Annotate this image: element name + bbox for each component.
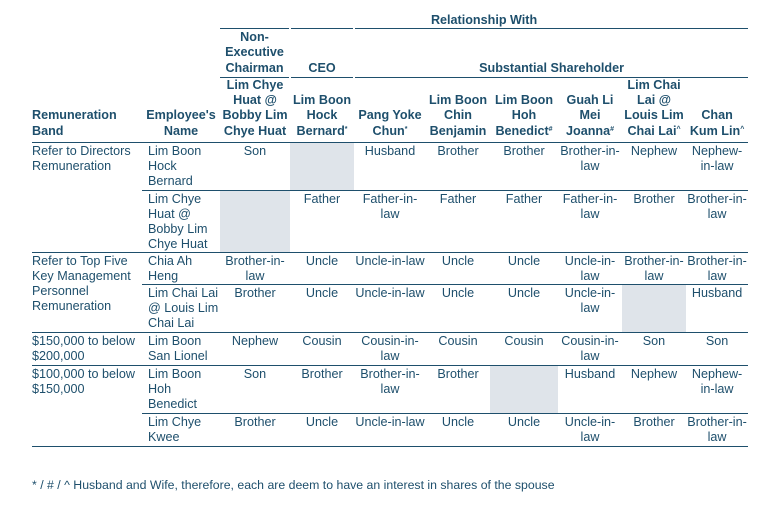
relation-cell: Uncle: [490, 252, 558, 285]
relation-cell: Cousin: [426, 332, 490, 366]
relation-cell: Uncle-in-law: [558, 413, 622, 447]
relation-cell: Brother: [220, 284, 290, 333]
employee-name: Chia Ah Heng: [142, 252, 220, 285]
relation-cell: Brother-in-law: [686, 252, 749, 285]
relation-cell: Nephew-in-law: [686, 365, 749, 414]
relation-cell: Brother-in-law: [686, 413, 749, 447]
group-chairman-heading: Non-Executive Chairman: [220, 28, 290, 78]
relation-cell: Father-in-law: [558, 190, 622, 253]
relation-cell: Brother: [290, 365, 354, 414]
relation-cell: Uncle: [490, 284, 558, 333]
relation-cell: Cousin: [490, 332, 558, 366]
relation-cell: [290, 142, 354, 191]
relationship-with-heading: Relationship With: [220, 8, 749, 29]
relation-cell: Son: [686, 332, 749, 366]
footnote-marker: #: [548, 125, 553, 133]
relation-cell: Uncle: [426, 284, 490, 333]
table-row: Refer to Directors Remuneration Lim Boon…: [32, 142, 749, 253]
relationship-table: Relationship With Non-Executive Chairman…: [32, 8, 749, 447]
band-column-header: Remuneration Band: [32, 77, 142, 143]
footnote-marker: *: [404, 125, 408, 133]
relation-cell: Father: [426, 190, 490, 253]
relation-cell: Son: [220, 142, 290, 191]
table-row: Refer to Top Five Key Management Personn…: [32, 252, 749, 333]
relation-cell: Husband: [354, 142, 426, 191]
band-label: Refer to Directors Remuneration: [32, 142, 142, 253]
column-header-row: Remuneration Band Employee's Name Lim Ch…: [32, 77, 749, 143]
relation-cell: Uncle: [290, 252, 354, 285]
footnote-marker: ^: [740, 125, 745, 133]
table-row: Lim Chai Lai @ Louis Lim Chai Lai Brothe…: [32, 284, 749, 333]
relation-cell: Uncle: [290, 413, 354, 447]
relation-cell: Nephew-in-law: [686, 142, 749, 191]
relative-header: Chan Kum Lin^: [686, 77, 749, 143]
relation-cell: Husband: [558, 365, 622, 414]
relative-header: Lim Chai Lai @ Louis Lim Chai Lai^: [622, 77, 686, 143]
relation-cell: Son: [220, 365, 290, 414]
employee-name: Lim Chye Huat @ Bobby Lim Chye Huat: [142, 190, 220, 253]
relation-cell: Father: [490, 190, 558, 253]
table-row: Lim Chye Kwee Brother Uncle Uncle-in-law…: [32, 413, 749, 447]
relation-cell: Brother-in-law: [686, 190, 749, 253]
employee-name: Lim Boon Hoh Benedict: [142, 365, 220, 414]
table-row: $150,000 to below $200,000 Lim Boon San …: [32, 332, 749, 366]
relation-cell: [622, 284, 686, 333]
relation-cell: Brother: [426, 365, 490, 414]
relation-cell: Uncle-in-law: [354, 284, 426, 333]
band-label: $150,000 to below $200,000: [32, 332, 142, 366]
footnote-marker: ^: [676, 125, 681, 133]
employee-name: Lim Chai Lai @ Louis Lim Chai Lai: [142, 284, 220, 333]
relation-cell: Uncle: [290, 284, 354, 333]
relative-header: Lim Chye Huat @ Bobby Lim Chye Huat: [220, 77, 290, 143]
relation-cell: Father: [290, 190, 354, 253]
relation-cell: Brother-in-law: [622, 252, 686, 285]
employee-name: Lim Chye Kwee: [142, 413, 220, 447]
footnote-marker: *: [344, 125, 348, 133]
relation-cell: Brother: [426, 142, 490, 191]
relation-cell: Brother: [490, 142, 558, 191]
employee-column-header: Employee's Name: [142, 77, 220, 143]
group-ceo-heading: CEO: [289, 28, 354, 78]
relation-cell: Son: [622, 332, 686, 366]
relation-cell: Cousin: [290, 332, 354, 366]
table-row: $100,000 to below $150,000 Lim Boon Hoh …: [32, 365, 749, 447]
relation-cell: Uncle-in-law: [558, 284, 622, 333]
group-substantial-heading: Substantial Shareholder: [352, 28, 749, 78]
relation-cell: [220, 190, 290, 253]
band-label: $100,000 to below $150,000: [32, 365, 142, 447]
relation-cell: Nephew: [220, 332, 290, 366]
table-row: Lim Chye Huat @ Bobby Lim Chye Huat Fath…: [32, 190, 749, 253]
relation-cell: Uncle-in-law: [354, 413, 426, 447]
relation-cell: Brother: [622, 413, 686, 447]
relative-header: Lim Boon Hoh Benedict#: [490, 77, 558, 143]
employee-name: Lim Boon San Lionel: [142, 332, 220, 366]
footnote: * / # / ^ Husband and Wife, therefore, e…: [32, 478, 555, 492]
relation-cell: Brother-in-law: [220, 252, 290, 285]
relation-cell: Brother: [220, 413, 290, 447]
relation-cell: Uncle-in-law: [354, 252, 426, 285]
relation-cell: Nephew: [622, 142, 686, 191]
relation-cell: Brother-in-law: [354, 365, 426, 414]
relative-header: Lim Boon Chin Benjamin: [426, 77, 490, 143]
relation-cell: Brother: [622, 190, 686, 253]
relation-cell: Uncle: [426, 413, 490, 447]
relative-header: Guah Li Mei Joanna#: [558, 77, 622, 143]
relation-cell: Uncle: [490, 413, 558, 447]
relation-cell: Father-in-law: [354, 190, 426, 253]
band-label: Refer to Top Five Key Management Personn…: [32, 252, 142, 333]
relative-header: Pang Yoke Chun*: [354, 77, 426, 143]
relation-cell: Cousin-in-law: [354, 332, 426, 366]
relation-cell: Husband: [686, 284, 749, 333]
relation-cell: Uncle: [426, 252, 490, 285]
footnote-marker: #: [610, 125, 614, 133]
relative-header: Lim Boon Hock Bernard*: [290, 77, 354, 143]
relation-cell: Nephew: [622, 365, 686, 414]
relation-cell: Brother-in-law: [558, 142, 622, 191]
employee-name: Lim Boon Hock Bernard: [142, 142, 220, 191]
relation-cell: Cousin-in-law: [558, 332, 622, 366]
relation-cell: [490, 365, 558, 414]
relation-cell: Uncle-in-law: [558, 252, 622, 285]
